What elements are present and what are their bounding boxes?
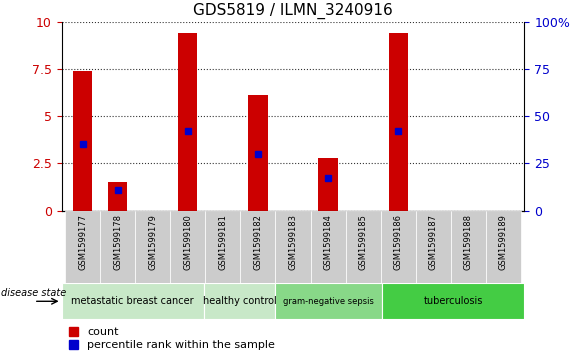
Bar <box>62 283 204 319</box>
Bar <box>108 182 127 211</box>
Text: GSM1599184: GSM1599184 <box>323 214 333 270</box>
Text: GSM1599180: GSM1599180 <box>183 214 192 270</box>
Bar <box>204 283 275 319</box>
Bar <box>248 95 268 211</box>
Bar <box>389 33 408 211</box>
Text: GSM1599189: GSM1599189 <box>499 214 508 270</box>
Bar <box>486 211 521 283</box>
Title: GDS5819 / ILMN_3240916: GDS5819 / ILMN_3240916 <box>193 3 393 19</box>
Text: GSM1599179: GSM1599179 <box>148 214 157 270</box>
Legend: count, percentile rank within the sample: count, percentile rank within the sample <box>67 325 277 352</box>
Text: GSM1599177: GSM1599177 <box>78 214 87 270</box>
Bar <box>65 211 100 283</box>
Text: GSM1599188: GSM1599188 <box>464 214 473 270</box>
Text: GSM1599183: GSM1599183 <box>288 214 298 270</box>
Text: GSM1599178: GSM1599178 <box>113 214 122 270</box>
Bar <box>178 33 197 211</box>
Bar <box>415 211 451 283</box>
Bar <box>318 158 338 211</box>
Bar <box>73 71 92 211</box>
Text: healthy control: healthy control <box>203 296 277 306</box>
Bar <box>171 211 205 283</box>
Bar <box>240 211 275 283</box>
Bar <box>382 283 524 319</box>
Bar <box>135 211 171 283</box>
Bar <box>311 211 346 283</box>
Bar <box>451 211 486 283</box>
Bar <box>346 211 381 283</box>
Bar <box>381 211 415 283</box>
Text: GSM1599186: GSM1599186 <box>394 214 403 270</box>
Bar <box>205 211 240 283</box>
Text: disease state: disease state <box>1 288 66 298</box>
Text: GSM1599182: GSM1599182 <box>253 214 263 270</box>
Bar <box>100 211 135 283</box>
Bar <box>275 283 382 319</box>
Text: GSM1599181: GSM1599181 <box>219 214 227 270</box>
Text: GSM1599187: GSM1599187 <box>429 214 438 270</box>
Text: GSM1599185: GSM1599185 <box>359 214 367 270</box>
Bar <box>275 211 311 283</box>
Text: metastatic breast cancer: metastatic breast cancer <box>71 296 194 306</box>
Text: gram-negative sepsis: gram-negative sepsis <box>283 297 374 306</box>
Text: tuberculosis: tuberculosis <box>424 296 483 306</box>
